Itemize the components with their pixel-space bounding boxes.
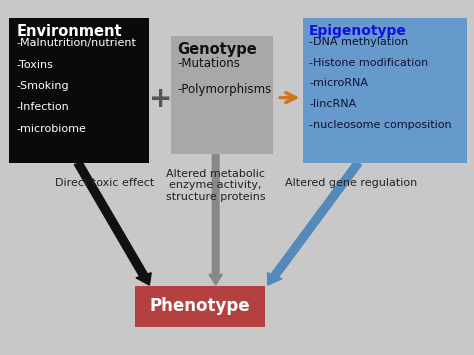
Text: Genotype: Genotype: [178, 42, 257, 57]
Text: -Smoking: -Smoking: [17, 81, 69, 91]
FancyBboxPatch shape: [135, 286, 265, 327]
Text: Environment: Environment: [17, 24, 122, 39]
Text: Epigenotype: Epigenotype: [309, 24, 407, 38]
Text: Direct toxic effect: Direct toxic effect: [55, 178, 154, 187]
Polygon shape: [74, 162, 151, 285]
Text: -Malnutrition/nutrient: -Malnutrition/nutrient: [17, 38, 137, 48]
Text: -Polymorphisms: -Polymorphisms: [178, 83, 272, 97]
Text: -microRNA: -microRNA: [309, 78, 368, 88]
FancyBboxPatch shape: [9, 18, 149, 163]
Text: -lincRNA: -lincRNA: [309, 99, 356, 109]
Polygon shape: [209, 154, 222, 285]
FancyBboxPatch shape: [171, 36, 273, 154]
Text: -Histone modification: -Histone modification: [309, 58, 428, 68]
Text: -Mutations: -Mutations: [178, 57, 241, 70]
Text: +: +: [148, 86, 172, 113]
Text: Altered metabolic
enzyme activity,
structure proteins: Altered metabolic enzyme activity, struc…: [166, 169, 265, 202]
Text: Phenotype: Phenotype: [150, 297, 251, 315]
Text: -nucleosome composition: -nucleosome composition: [309, 120, 452, 130]
Text: -microbiome: -microbiome: [17, 124, 86, 133]
FancyBboxPatch shape: [303, 18, 467, 163]
Text: Altered gene regulation: Altered gene regulation: [285, 178, 417, 187]
Text: -Infection: -Infection: [17, 102, 69, 112]
Text: -Toxins: -Toxins: [17, 60, 54, 70]
Polygon shape: [267, 162, 362, 285]
Text: -DNA methylation: -DNA methylation: [309, 37, 408, 47]
